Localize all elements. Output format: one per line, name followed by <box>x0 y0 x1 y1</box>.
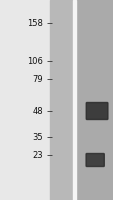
Text: 158: 158 <box>27 19 43 27</box>
Bar <box>50 0 72 200</box>
FancyBboxPatch shape <box>86 103 107 119</box>
Text: 79: 79 <box>32 74 43 84</box>
FancyBboxPatch shape <box>85 154 103 166</box>
Text: 35: 35 <box>32 133 43 142</box>
Bar <box>76 0 113 200</box>
Text: 106: 106 <box>27 56 43 66</box>
Text: 23: 23 <box>32 151 43 160</box>
Bar <box>72 0 75 200</box>
Text: 48: 48 <box>32 107 43 116</box>
